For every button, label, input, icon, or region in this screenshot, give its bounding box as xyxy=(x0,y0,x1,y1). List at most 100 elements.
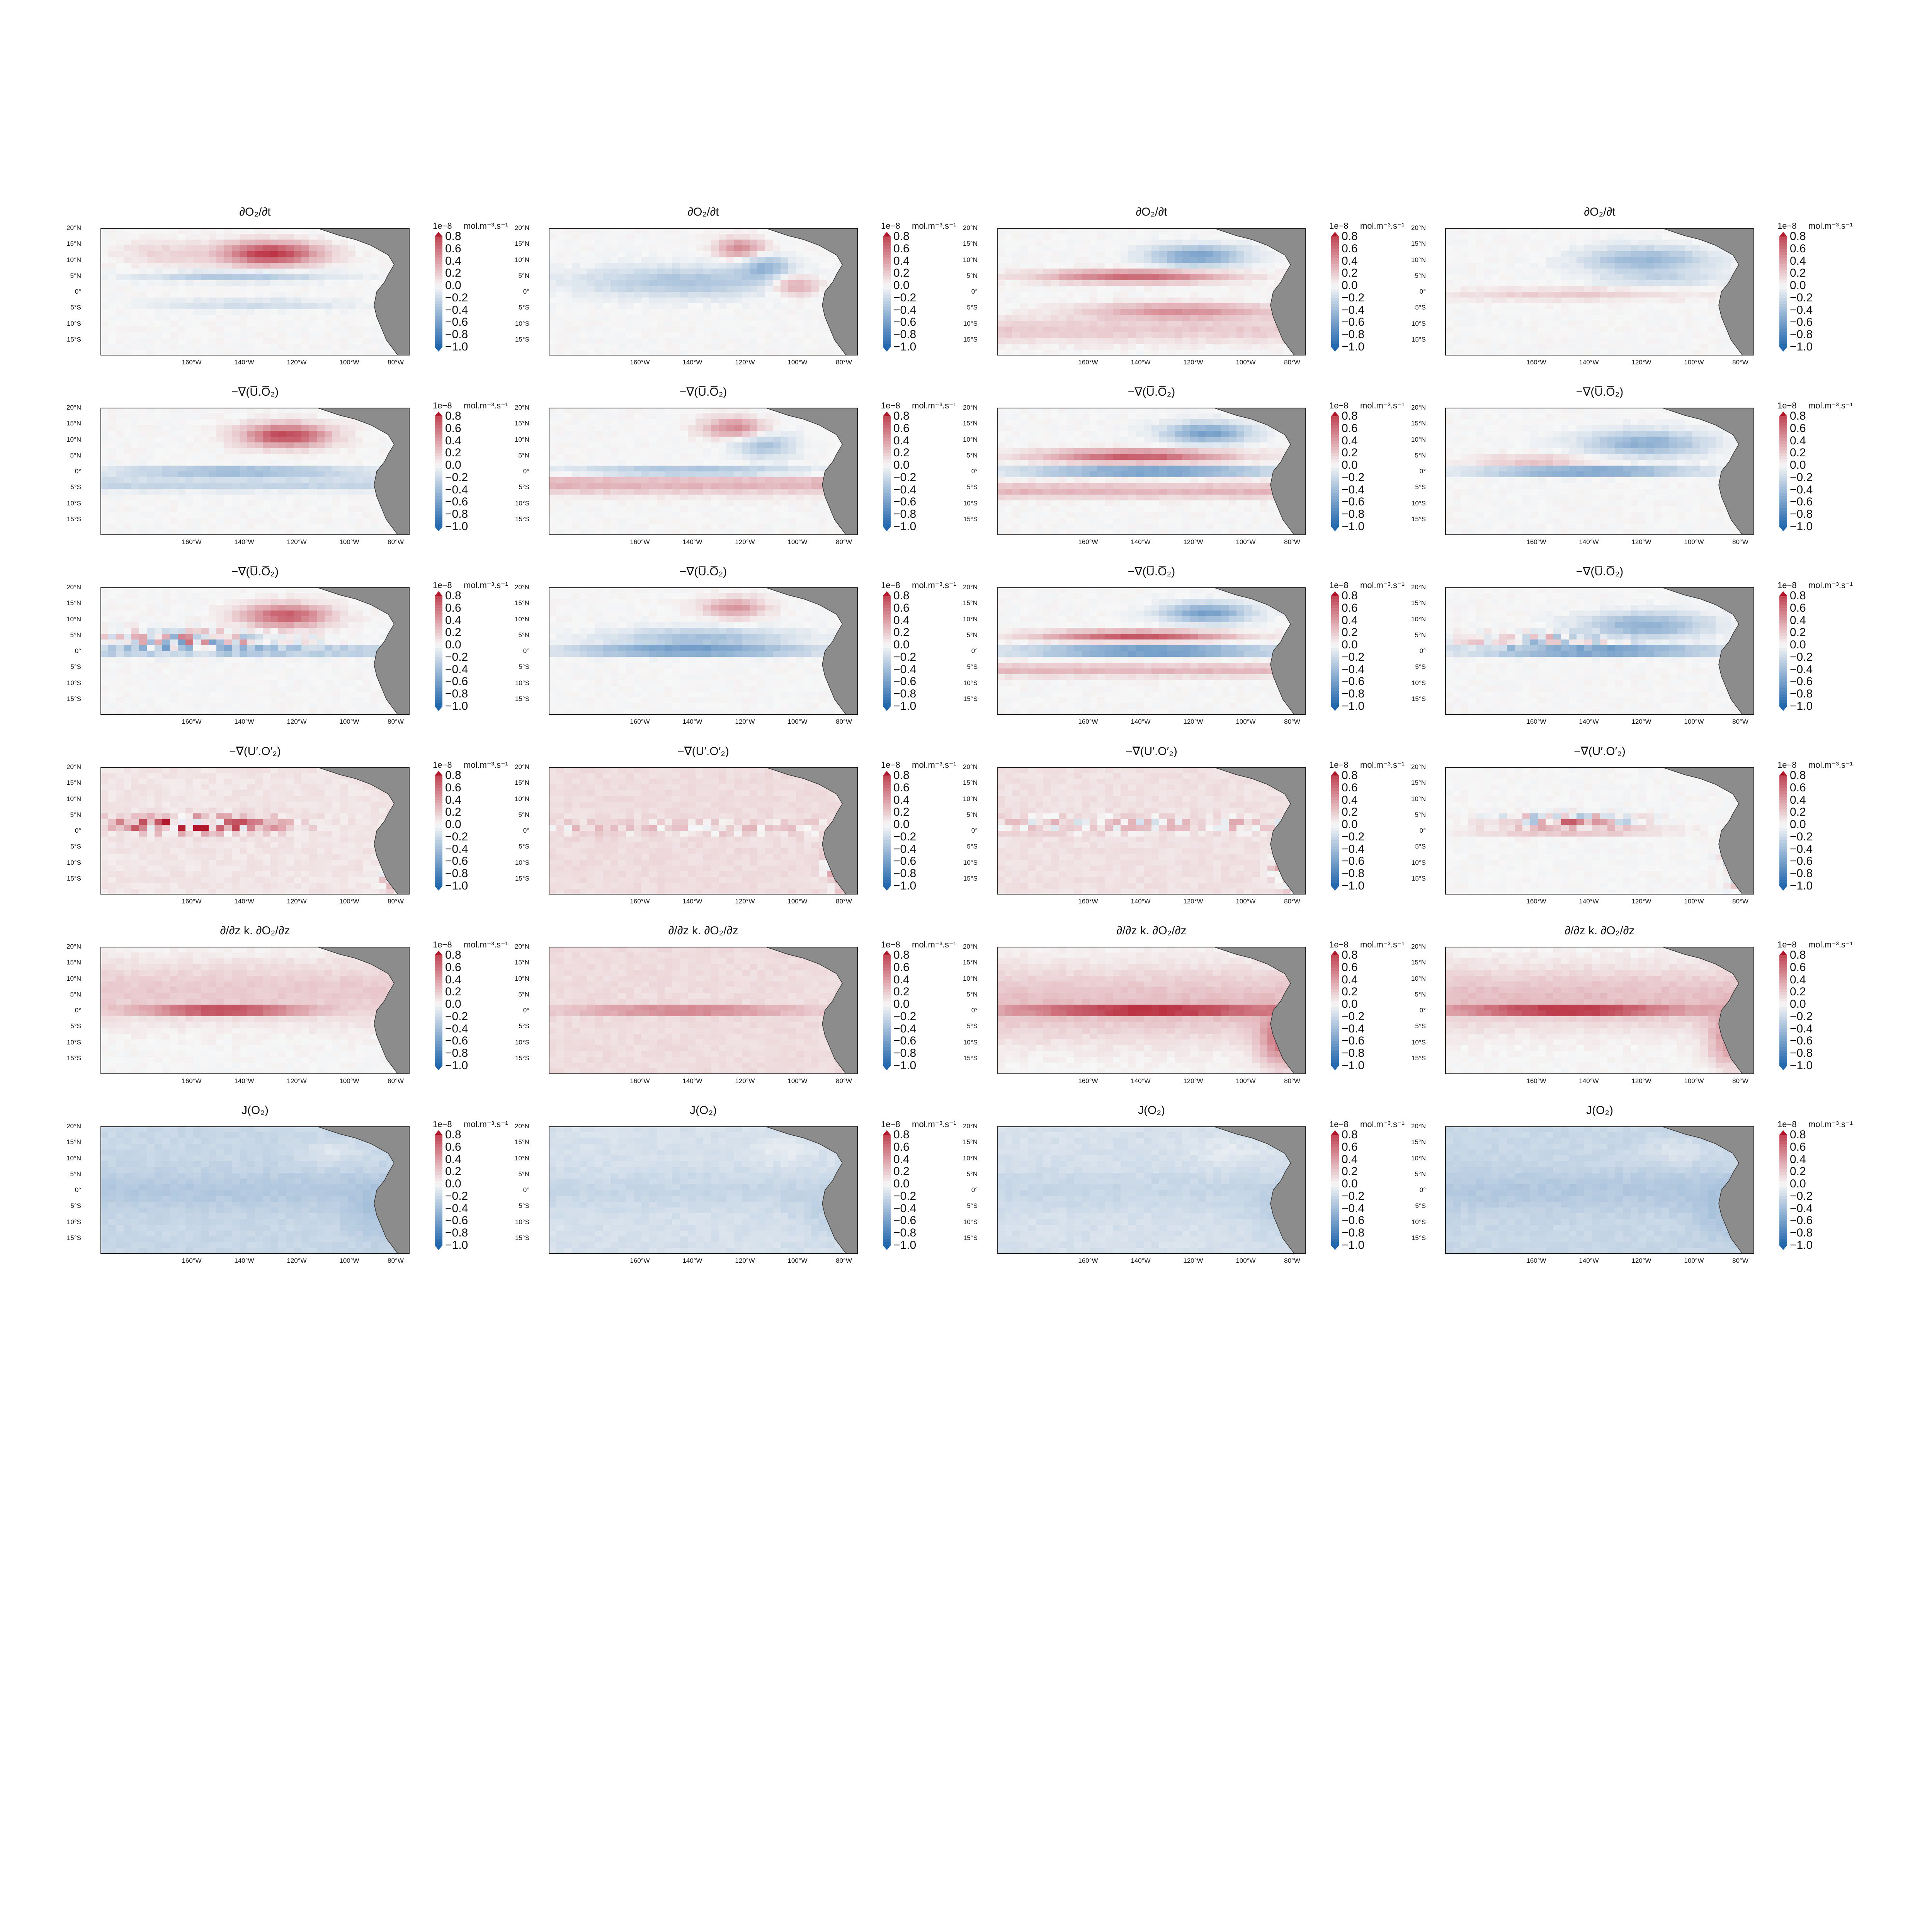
heatmap-cell xyxy=(355,454,364,460)
heatmap-cell xyxy=(773,251,781,257)
heatmap-cell xyxy=(278,228,286,234)
heatmap-cell xyxy=(626,327,634,333)
heatmap-cell xyxy=(1159,332,1167,338)
heatmap-cell xyxy=(1638,228,1646,234)
colorbar-swatch xyxy=(1331,286,1339,289)
heatmap-cell xyxy=(131,234,139,240)
heatmap-cell xyxy=(595,419,603,425)
heatmap-cell xyxy=(819,263,827,269)
colorbar-swatch xyxy=(435,282,442,286)
heatmap-cell xyxy=(1105,298,1113,304)
heatmap-cell xyxy=(340,518,348,524)
map-frame xyxy=(1445,228,1754,355)
heatmap-cell xyxy=(209,274,217,281)
heatmap-cell xyxy=(1105,234,1113,240)
heatmap-cell xyxy=(270,529,279,535)
heatmap-cell xyxy=(765,274,773,281)
heatmap-cell xyxy=(672,269,680,275)
heatmap-cell xyxy=(1584,292,1592,298)
heatmap-cell xyxy=(247,263,255,269)
heatmap-cell xyxy=(1607,245,1616,252)
heatmap-cell xyxy=(232,280,240,286)
heatmap-cell xyxy=(147,529,155,535)
heatmap-cell xyxy=(711,280,719,286)
heatmap-cell xyxy=(147,512,155,518)
heatmap-cell xyxy=(641,240,650,246)
heatmap-cell xyxy=(587,419,595,425)
heatmap-cell xyxy=(549,286,557,292)
lon-tick-label: 120°W xyxy=(1631,359,1651,366)
heatmap-cell xyxy=(162,303,170,310)
heatmap-cell xyxy=(185,466,194,472)
heatmap-cell xyxy=(572,529,580,535)
heatmap-cell xyxy=(100,274,109,281)
heatmap-cell xyxy=(1244,245,1252,252)
heatmap-cell xyxy=(108,524,116,530)
colorbar xyxy=(435,412,442,531)
heatmap-cell xyxy=(131,327,139,333)
heatmap-cell xyxy=(286,338,294,344)
colorbar-unit: mol.m⁻³.s⁻¹ xyxy=(1360,221,1405,231)
heatmap-cell xyxy=(325,332,333,338)
heatmap-cell xyxy=(1484,234,1492,240)
heatmap-cell xyxy=(587,489,595,495)
heatmap-cell xyxy=(1082,269,1090,275)
heatmap-cell xyxy=(580,506,588,512)
heatmap-cell xyxy=(1492,292,1500,298)
heatmap-cell xyxy=(750,303,758,310)
heatmap-cell xyxy=(340,263,348,269)
heatmap-cell xyxy=(363,477,371,483)
heatmap-cell xyxy=(603,269,611,275)
heatmap-cell xyxy=(1631,332,1639,338)
heatmap-cell xyxy=(1654,245,1662,252)
heatmap-cell xyxy=(363,338,371,344)
heatmap-cell xyxy=(1206,280,1214,286)
heatmap-cell xyxy=(340,448,348,454)
heatmap-cell xyxy=(657,332,665,338)
colorbar-swatch xyxy=(435,456,442,459)
heatmap-cell xyxy=(742,286,750,292)
heatmap-cell xyxy=(750,338,758,344)
heatmap-cell xyxy=(1515,309,1523,315)
heatmap-cell xyxy=(719,228,727,234)
heatmap-cell xyxy=(1051,327,1059,333)
heatmap-cell xyxy=(1692,350,1701,355)
heatmap-cell xyxy=(634,263,642,269)
heatmap-cell xyxy=(317,437,325,443)
heatmap-cell xyxy=(317,419,325,425)
heatmap-cell xyxy=(294,274,302,281)
colorbar-swatch xyxy=(1779,316,1787,320)
heatmap-cell xyxy=(1499,303,1507,310)
heatmap-cell xyxy=(170,286,178,292)
heatmap-cell xyxy=(247,269,255,275)
heatmap-cell xyxy=(317,344,325,350)
heatmap-cell xyxy=(1059,274,1067,281)
heatmap-cell xyxy=(1260,315,1268,321)
heatmap-cell xyxy=(1553,327,1561,333)
heatmap-cell xyxy=(1615,280,1623,286)
heatmap-cell xyxy=(178,251,186,257)
heatmap-cell xyxy=(1236,240,1245,246)
heatmap-cell xyxy=(379,344,387,350)
heatmap-cell xyxy=(703,327,711,333)
heatmap-cell xyxy=(1569,269,1577,275)
heatmap-cell xyxy=(263,524,271,530)
heatmap-cell xyxy=(1252,257,1260,263)
heatmap-cell xyxy=(641,286,650,292)
heatmap-cell xyxy=(580,251,588,257)
heatmap-cell xyxy=(1236,298,1245,304)
heatmap-cell xyxy=(1692,292,1701,298)
heatmap-cell xyxy=(618,298,626,304)
heatmap-cell xyxy=(1646,338,1654,344)
heatmap-cell xyxy=(1677,292,1685,298)
heatmap-cell xyxy=(270,419,279,425)
heatmap-cell xyxy=(1198,240,1206,246)
lat-tick-label: 20°N xyxy=(35,224,81,232)
heatmap-cell xyxy=(1121,240,1129,246)
heatmap-cell xyxy=(572,257,580,263)
heatmap-cell xyxy=(1584,344,1592,350)
heatmap-cell xyxy=(719,240,727,246)
heatmap-cell xyxy=(286,292,294,298)
heatmap-cell xyxy=(1206,240,1214,246)
heatmap-cell xyxy=(371,350,379,355)
